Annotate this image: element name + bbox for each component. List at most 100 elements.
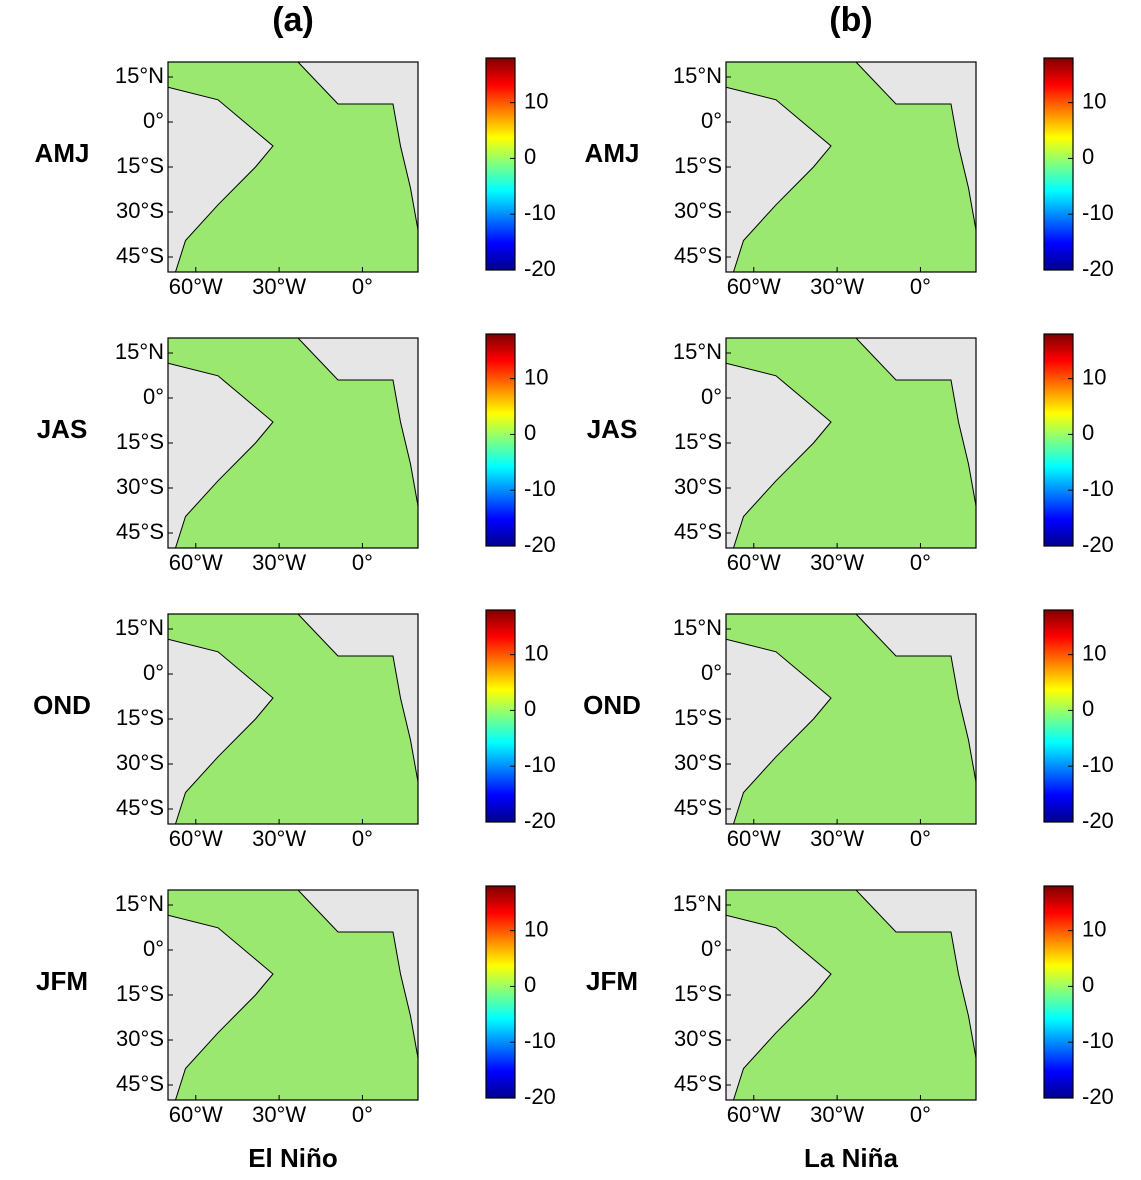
colorbar-tick-label: -20 xyxy=(524,256,556,281)
x-tick-label: 60°W xyxy=(727,550,781,575)
row-label: OND xyxy=(33,690,91,720)
colorbar xyxy=(485,609,516,823)
colorbar-tick-label: 10 xyxy=(524,88,548,113)
row-label: OND xyxy=(583,690,641,720)
colorbar-tick-label: -20 xyxy=(1082,1084,1114,1109)
x-tick-label: 60°W xyxy=(727,1102,781,1127)
colorbar-tick-label: 0 xyxy=(1082,420,1094,445)
colorbar-tick-label: 10 xyxy=(1082,88,1106,113)
y-tick-label: 15°N xyxy=(115,891,164,916)
y-tick-label: 30°S xyxy=(674,750,722,775)
row-label: JAS xyxy=(37,414,88,444)
colorbar-tick-label: 0 xyxy=(524,144,536,169)
colorbar-tick-label: -20 xyxy=(524,808,556,833)
colorbar-tick-label: 0 xyxy=(524,972,536,997)
y-tick-label: 0° xyxy=(701,108,722,133)
colorbar-tick-label: 10 xyxy=(1082,640,1106,665)
y-tick-label: 45°S xyxy=(674,795,722,820)
x-tick-label: 30°W xyxy=(810,826,864,851)
row-label: JFM xyxy=(36,966,88,996)
y-tick-label: 45°S xyxy=(116,519,164,544)
x-tick-label: 0° xyxy=(910,1102,931,1127)
colorbar-tick-label: 0 xyxy=(1082,144,1094,169)
row-label: AMJ xyxy=(35,138,90,168)
x-tick-label: 0° xyxy=(910,274,931,299)
y-tick-label: 0° xyxy=(701,660,722,685)
colorbar-tick-label: -10 xyxy=(1082,752,1114,777)
colorbar-tick-label: -10 xyxy=(1082,476,1114,501)
colorbar-tick-label: -10 xyxy=(524,200,556,225)
y-tick-label: 15°N xyxy=(673,891,722,916)
colorbar-tick-label: 0 xyxy=(524,420,536,445)
row-label: JAS xyxy=(587,414,638,444)
colorbar-tick-label: -20 xyxy=(1082,256,1114,281)
y-tick-label: 15°S xyxy=(116,981,164,1006)
row-label: AMJ xyxy=(585,138,640,168)
colorbar xyxy=(1043,609,1074,823)
x-tick-label: 30°W xyxy=(810,550,864,575)
colorbar-tick-label: -10 xyxy=(524,752,556,777)
colorbar-tick-label: -20 xyxy=(524,532,556,557)
x-tick-label: 30°W xyxy=(810,1102,864,1127)
y-tick-label: 45°S xyxy=(674,1071,722,1096)
y-tick-label: 0° xyxy=(701,936,722,961)
colorbar xyxy=(1043,57,1074,271)
x-tick-label: 0° xyxy=(910,550,931,575)
column-label: La Niña xyxy=(804,1143,898,1173)
y-tick-label: 15°N xyxy=(673,339,722,364)
y-tick-label: 45°S xyxy=(674,519,722,544)
y-tick-label: 15°S xyxy=(674,429,722,454)
x-tick-label: 0° xyxy=(352,826,373,851)
column-title: (b) xyxy=(829,1,872,39)
column-title: (a) xyxy=(272,1,314,39)
y-tick-label: 45°S xyxy=(674,243,722,268)
y-tick-label: 15°N xyxy=(115,615,164,640)
y-tick-label: 15°S xyxy=(674,981,722,1006)
colorbar-tick-label: -20 xyxy=(1082,808,1114,833)
x-tick-label: 60°W xyxy=(169,274,223,299)
colorbar-tick-label: 10 xyxy=(1082,364,1106,389)
y-tick-label: 30°S xyxy=(116,474,164,499)
y-tick-label: 15°S xyxy=(674,153,722,178)
y-tick-label: 15°N xyxy=(115,63,164,88)
x-tick-label: 30°W xyxy=(252,826,306,851)
colorbar-tick-label: 0 xyxy=(1082,696,1094,721)
x-tick-label: 60°W xyxy=(169,550,223,575)
x-tick-label: 60°W xyxy=(727,826,781,851)
colorbar-tick-label: 10 xyxy=(1082,916,1106,941)
y-tick-label: 15°N xyxy=(673,615,722,640)
x-tick-label: 0° xyxy=(352,550,373,575)
colorbar xyxy=(485,333,516,547)
y-tick-label: 45°S xyxy=(116,1071,164,1096)
y-tick-label: 45°S xyxy=(116,795,164,820)
x-tick-label: 30°W xyxy=(810,274,864,299)
y-tick-label: 30°S xyxy=(674,474,722,499)
colorbar-tick-label: 10 xyxy=(524,364,548,389)
colorbar-tick-label: -20 xyxy=(1082,532,1114,557)
x-tick-label: 0° xyxy=(352,274,373,299)
y-tick-label: 45°S xyxy=(116,243,164,268)
y-tick-label: 15°S xyxy=(116,153,164,178)
y-tick-label: 15°S xyxy=(116,429,164,454)
y-tick-label: 0° xyxy=(143,108,164,133)
y-tick-label: 15°N xyxy=(115,339,164,364)
colorbar-tick-label: -10 xyxy=(1082,200,1114,225)
colorbar xyxy=(1043,885,1074,1099)
y-tick-label: 15°S xyxy=(116,705,164,730)
y-tick-label: 15°S xyxy=(674,705,722,730)
x-tick-label: 0° xyxy=(352,1102,373,1127)
y-tick-label: 30°S xyxy=(116,1026,164,1051)
x-tick-label: 0° xyxy=(910,826,931,851)
y-tick-label: 0° xyxy=(701,384,722,409)
y-tick-label: 30°S xyxy=(116,750,164,775)
column-label: El Niño xyxy=(248,1143,338,1173)
y-tick-label: 0° xyxy=(143,936,164,961)
colorbar xyxy=(1043,333,1074,547)
y-tick-label: 30°S xyxy=(116,198,164,223)
row-label: JFM xyxy=(586,966,638,996)
colorbar xyxy=(485,57,516,271)
x-tick-label: 60°W xyxy=(169,1102,223,1127)
colorbar-tick-label: -20 xyxy=(524,1084,556,1109)
x-tick-label: 60°W xyxy=(169,826,223,851)
